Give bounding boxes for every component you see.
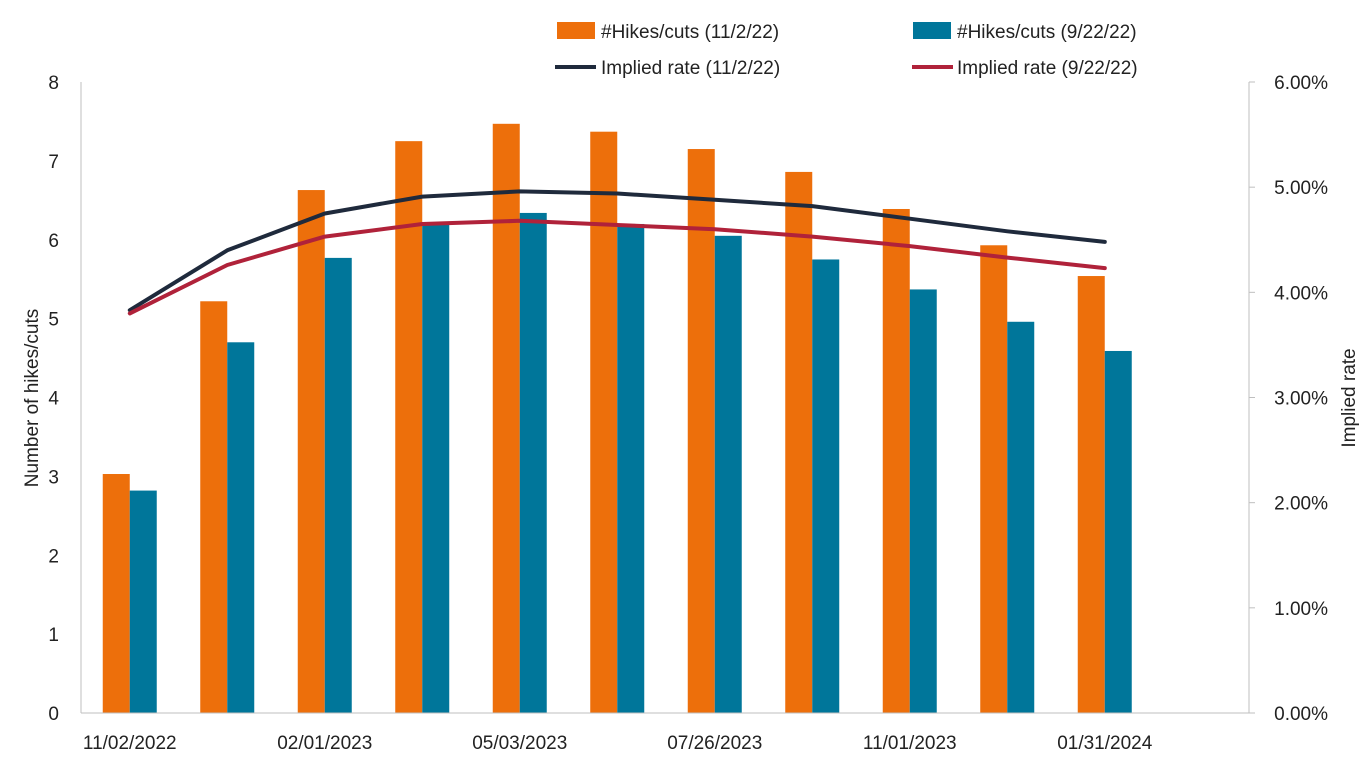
bar-series-2-point-9 bbox=[909, 289, 937, 713]
y2-tick-label-4: 3.00% bbox=[1274, 389, 1328, 410]
bar-series-2-point-5 bbox=[519, 212, 547, 713]
bar-series-1-point-5 bbox=[492, 123, 520, 713]
legend-label-rate-1122: Implied rate (11/2/22) bbox=[601, 58, 780, 79]
y-tick-label-1: 0 bbox=[48, 704, 59, 725]
y2-tick-label-6: 5.00% bbox=[1274, 178, 1328, 199]
x-tick-label-9: 11/01/2023 bbox=[863, 733, 957, 754]
line-series-1 bbox=[127, 189, 1107, 313]
lines-layer bbox=[127, 189, 1107, 316]
bar-series-1-point-7 bbox=[687, 149, 715, 713]
x-tick-label-5: 05/03/2023 bbox=[472, 733, 567, 754]
bar-series-2-point-10 bbox=[1007, 321, 1035, 713]
bar-series-1-point-2 bbox=[200, 301, 228, 713]
bar-series-2-point-6 bbox=[617, 223, 645, 713]
y2-tick-label-5: 4.00% bbox=[1274, 283, 1328, 304]
bar-series-2-point-11 bbox=[1104, 350, 1132, 713]
bar-series-1-point-10 bbox=[980, 245, 1008, 714]
legend-label-hikes-922: #Hikes/cuts (9/22/22) bbox=[957, 22, 1137, 43]
line-series-2 bbox=[127, 218, 1107, 316]
axes-layer bbox=[80, 81, 1255, 714]
x-tick-label-3: 02/01/2023 bbox=[277, 733, 372, 754]
y-tick-label-9: 8 bbox=[48, 73, 59, 94]
bar-series-1-point-9 bbox=[882, 208, 910, 713]
y-tick-label-7: 6 bbox=[48, 231, 59, 252]
y2-tick-label-2: 1.00% bbox=[1274, 599, 1328, 620]
ticks-layer: 0 1 2 3 4 5 6 7 8 0.00% 1.00% 2.00% 3.00% 4.00% 5.00% 6… bbox=[48, 73, 1328, 754]
bar-series-1-point-3 bbox=[297, 190, 325, 714]
bar-series-2-point-3 bbox=[324, 257, 352, 713]
x-tick-label-1: 11/02/2022 bbox=[83, 733, 177, 754]
bars-layer bbox=[102, 123, 1132, 714]
bar-series-2-point-2 bbox=[227, 342, 255, 713]
x-tick-label-7: 07/26/2023 bbox=[667, 733, 762, 754]
bar-series-2-point-4 bbox=[422, 223, 450, 713]
bar-series-1-point-4 bbox=[395, 141, 423, 713]
y-tick-label-4: 3 bbox=[48, 467, 59, 488]
legend-swatch-hikes-1122 bbox=[557, 22, 595, 39]
bar-series-2-point-7 bbox=[714, 235, 742, 713]
bar-series-1-point-11 bbox=[1077, 276, 1105, 713]
y-tick-label-6: 5 bbox=[48, 310, 59, 331]
legend-label-hikes-1122: #Hikes/cuts (11/2/22) bbox=[601, 22, 779, 43]
y-tick-label-2: 1 bbox=[48, 625, 59, 646]
legend-label-rate-922: Implied rate (9/22/22) bbox=[957, 58, 1138, 79]
y-tick-label-5: 4 bbox=[48, 389, 59, 410]
y2-tick-label-7: 6.00% bbox=[1274, 73, 1328, 94]
bar-series-1-point-8 bbox=[785, 171, 813, 714]
bar-series-1-point-1 bbox=[102, 474, 130, 713]
y2-tick-label-3: 2.00% bbox=[1274, 494, 1328, 515]
y2-axis-title: Implied rate bbox=[1339, 348, 1360, 447]
y-axis-title: Number of hikes/cuts bbox=[22, 309, 43, 487]
legend: #Hikes/cuts (11/2/22) #Hikes/cuts (9/22/… bbox=[555, 22, 1138, 79]
bar-series-2-point-1 bbox=[129, 490, 157, 713]
bar-series-2-point-8 bbox=[812, 259, 840, 713]
y2-tick-label-1: 0.00% bbox=[1274, 704, 1328, 725]
bar-series-1-point-6 bbox=[590, 131, 618, 713]
y-tick-label-8: 7 bbox=[48, 152, 59, 173]
legend-swatch-hikes-922 bbox=[913, 22, 951, 39]
x-tick-label-11: 01/31/2024 bbox=[1057, 733, 1153, 754]
y-tick-label-3: 2 bbox=[48, 546, 59, 567]
